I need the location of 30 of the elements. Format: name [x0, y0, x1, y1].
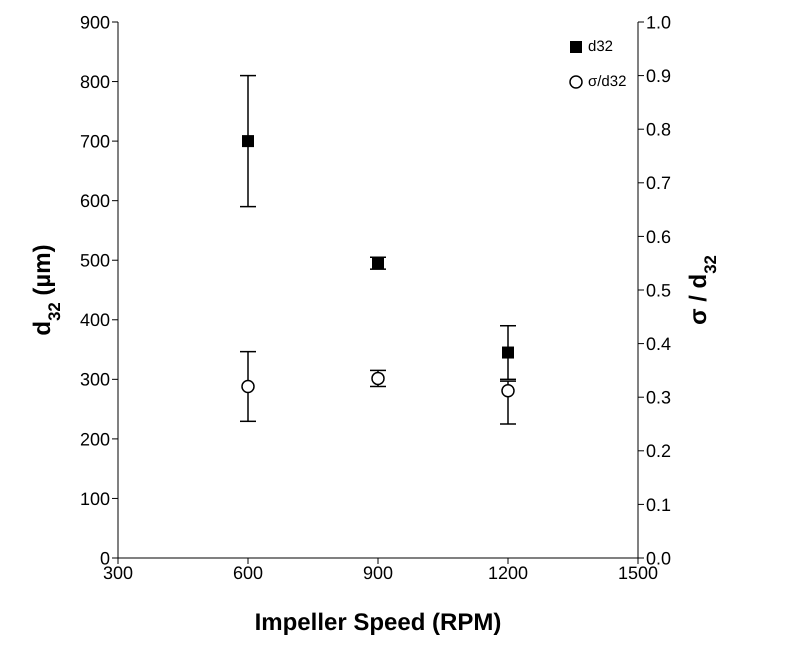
x-tick-label: 600 — [232, 562, 264, 583]
y-tick-label: 100 — [80, 488, 110, 509]
y2-tick-label: 0.4 — [646, 334, 672, 354]
y2-tick-label: 0.5 — [646, 280, 672, 300]
x-tick-label: 1200 — [488, 562, 528, 583]
y2-tick-label: 0.2 — [646, 441, 672, 462]
y2-tick-label: 0.1 — [646, 494, 672, 515]
point — [501, 384, 515, 398]
y2-tick-label: 0.3 — [646, 388, 672, 408]
point — [242, 135, 254, 148]
y2-tick-label: 0.6 — [646, 226, 672, 247]
x-tick-label: 900 — [362, 562, 394, 583]
y-tick-label: 600 — [80, 191, 110, 212]
y2-tick-label: 0.8 — [646, 120, 672, 140]
point — [241, 380, 255, 394]
y-tick-label: 800 — [80, 72, 110, 92]
y2-tick-label: 0.9 — [646, 66, 672, 86]
legend-label: d32 — [588, 38, 614, 55]
legend-label: σ/d32 — [588, 73, 626, 90]
point — [372, 257, 384, 270]
point — [502, 346, 514, 359]
y-tick-label: 300 — [80, 370, 110, 390]
y2-tick-label: 1.0 — [646, 12, 672, 32]
y-tick-label: 500 — [80, 250, 110, 271]
y2-tick-label: 0.7 — [646, 173, 672, 194]
y-tick-label: 700 — [80, 132, 110, 152]
y-tick-label: 200 — [80, 429, 110, 450]
y-tick-label: 900 — [80, 12, 110, 32]
x-axis-title: Impeller Speed (RPM) — [254, 609, 502, 636]
y-tick-label: 400 — [80, 310, 110, 330]
